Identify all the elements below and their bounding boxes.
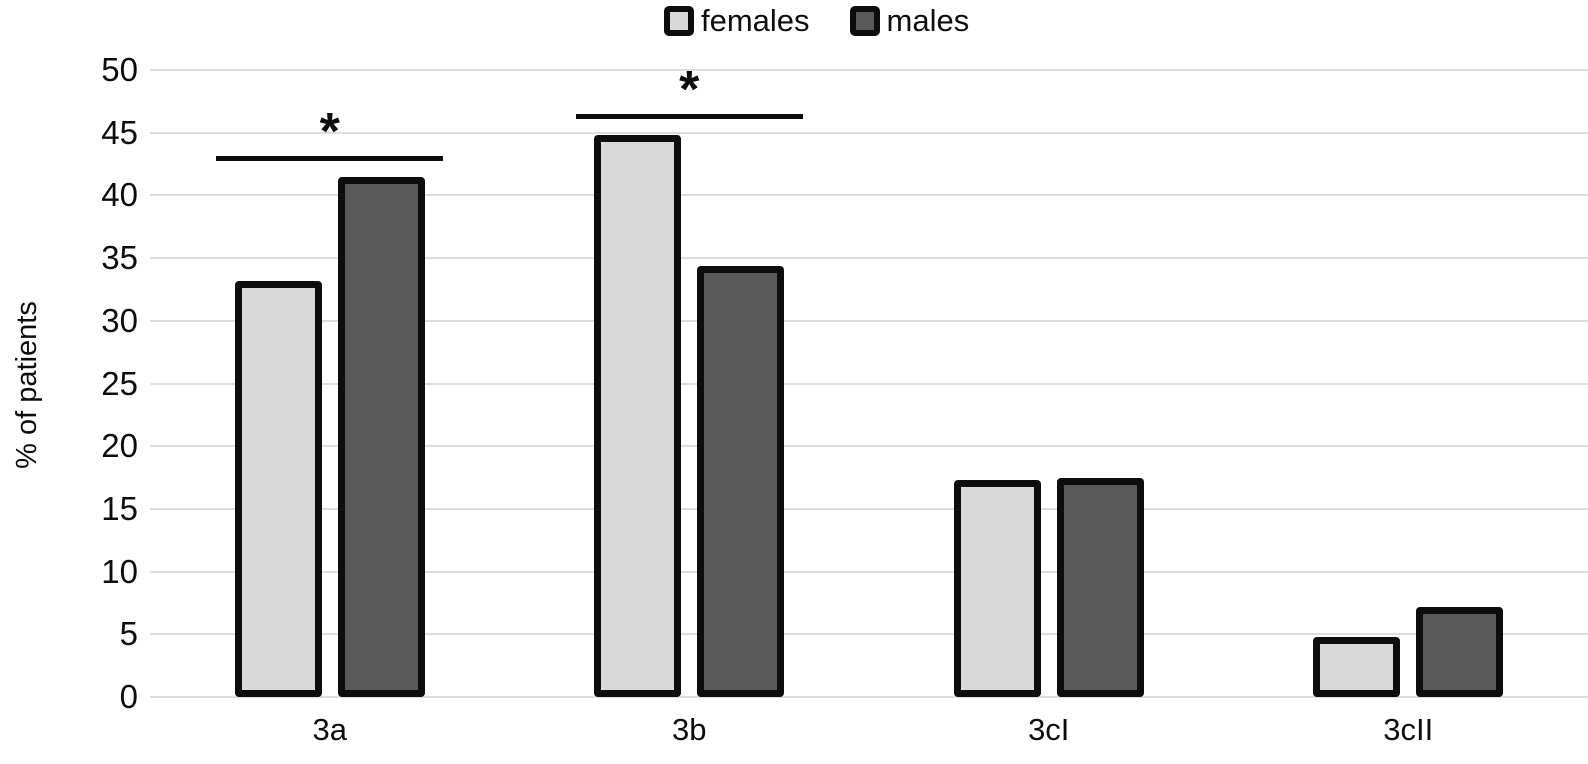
y-tick-label: 10 (101, 552, 138, 590)
x-category-label-3b: 3b (672, 712, 707, 747)
y-tick-label: 20 (101, 427, 138, 465)
gridline (150, 131, 1588, 134)
y-tick-label: 25 (101, 364, 138, 402)
gridline (150, 69, 1588, 71)
chart-legend: females males (664, 2, 969, 40)
bar-males-3a (337, 176, 425, 697)
significance-asterisk-3a: * (319, 102, 340, 161)
gridline (150, 507, 1588, 510)
gridline (150, 445, 1588, 448)
gridline (150, 194, 1588, 197)
legend-swatch-icon (849, 6, 880, 36)
significance-line-3a (216, 155, 444, 161)
x-category-label-3cI: 3cI (1028, 712, 1070, 747)
legend-item-females: females (664, 3, 810, 39)
bar-females-3cII (1313, 636, 1401, 697)
x-category-label-3cII: 3cII (1383, 712, 1434, 747)
x-category-label-3a: 3a (312, 712, 347, 747)
y-tick-label: 50 (101, 51, 138, 88)
gridline (150, 319, 1588, 322)
bar-males-3b (697, 265, 785, 697)
bar-males-3cI (1056, 477, 1144, 697)
significance-line-3b (575, 114, 803, 120)
y-tick-label: 35 (101, 239, 138, 277)
bar-males-3cII (1416, 606, 1504, 697)
bar-females-3a (234, 280, 322, 697)
gridline (150, 696, 1588, 698)
bar-females-3b (594, 135, 682, 697)
y-tick-label: 40 (101, 176, 138, 214)
legend-label: females (701, 3, 810, 38)
significance-asterisk-3b: * (679, 61, 700, 120)
y-tick-label: 15 (101, 489, 138, 527)
bar-females-3cI (953, 480, 1041, 697)
gridline (150, 633, 1588, 636)
legend-item-males: males (849, 3, 970, 39)
y-tick-label: 45 (101, 113, 138, 151)
y-tick-label: 30 (101, 301, 138, 339)
gridline (150, 257, 1588, 260)
gridline (150, 570, 1588, 573)
y-tick-label: 0 (119, 678, 138, 715)
legend-swatch-icon (664, 6, 694, 36)
y-tick-label: 5 (119, 615, 138, 653)
gridline (150, 382, 1588, 385)
legend-label: males (886, 3, 970, 38)
